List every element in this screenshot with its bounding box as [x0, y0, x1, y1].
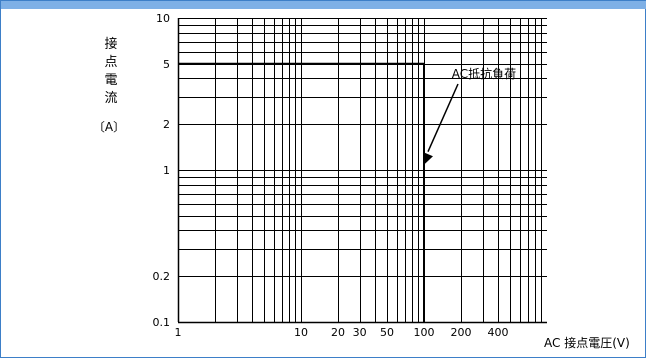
x-tick-label: 20 [331, 326, 345, 339]
tick-labels: 1 10 20 30 50 100 200 400 0.1 0.2 1 2 5 10 [153, 12, 509, 339]
y-tick-label: 0.2 [153, 270, 171, 283]
annotation-label: AC抵抗負荷 [452, 66, 516, 81]
x-tick-label: 400 [488, 326, 509, 339]
annotation-layer: AC抵抗負荷 [424, 66, 516, 164]
y-axis-unit: 〔A〕 [93, 120, 125, 134]
series-line-ac-resistive [178, 62, 425, 322]
x-tick-label: 50 [380, 326, 394, 339]
y-axis-label-char: 接 [104, 36, 117, 52]
y-axis-label-char: 電 [104, 73, 117, 88]
annotation-arrowhead [424, 152, 433, 164]
annotation-leader [427, 83, 459, 153]
x-axis-label: AC 接点電圧(V) [544, 335, 630, 350]
y-tick-label: 5 [163, 58, 170, 71]
y-tick-label: 0.1 [153, 316, 171, 329]
series-layer [178, 62, 425, 322]
y-axis-label-char: 点 [104, 55, 117, 70]
y-tick-label: 2 [163, 118, 170, 131]
x-tick-label: 10 [294, 326, 308, 339]
panel-title-bar [1, 1, 646, 9]
x-tick-label: 100 [414, 326, 435, 339]
y-axis-label-char: 流 [104, 91, 117, 106]
y-tick-label: 1 [163, 164, 170, 177]
x-tick-label: 200 [451, 326, 472, 339]
x-tick-label: 30 [353, 326, 367, 339]
y-tick-label: 10 [156, 12, 170, 25]
x-tick-label: 1 [175, 326, 182, 339]
